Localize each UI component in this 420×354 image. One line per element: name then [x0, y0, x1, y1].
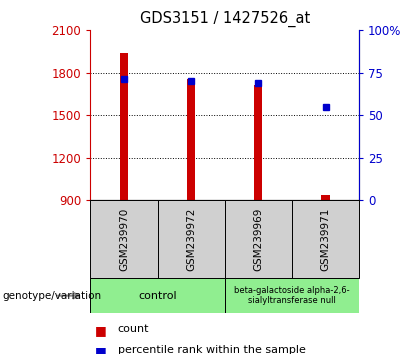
Text: genotype/variation: genotype/variation — [2, 291, 101, 301]
Bar — [321, 195, 330, 200]
Bar — [90, 200, 158, 278]
Bar — [254, 85, 262, 200]
Bar — [225, 200, 292, 278]
Bar — [158, 200, 225, 278]
Text: GSM239970: GSM239970 — [119, 207, 129, 270]
Text: count: count — [118, 324, 149, 334]
Text: control: control — [138, 291, 177, 301]
Bar — [187, 79, 195, 200]
Title: GDS3151 / 1427526_at: GDS3151 / 1427526_at — [139, 11, 310, 27]
Bar — [225, 278, 359, 313]
Text: GSM239969: GSM239969 — [253, 207, 263, 271]
Text: GSM239972: GSM239972 — [186, 207, 196, 271]
Text: ■: ■ — [94, 345, 106, 354]
Bar — [292, 200, 359, 278]
Text: percentile rank within the sample: percentile rank within the sample — [118, 345, 305, 354]
Text: ■: ■ — [94, 324, 106, 337]
Bar — [90, 278, 225, 313]
Bar — [120, 53, 128, 200]
Text: GSM239971: GSM239971 — [320, 207, 331, 271]
Text: beta-galactoside alpha-2,6-
sialyltransferase null: beta-galactoside alpha-2,6- sialyltransf… — [234, 286, 350, 305]
